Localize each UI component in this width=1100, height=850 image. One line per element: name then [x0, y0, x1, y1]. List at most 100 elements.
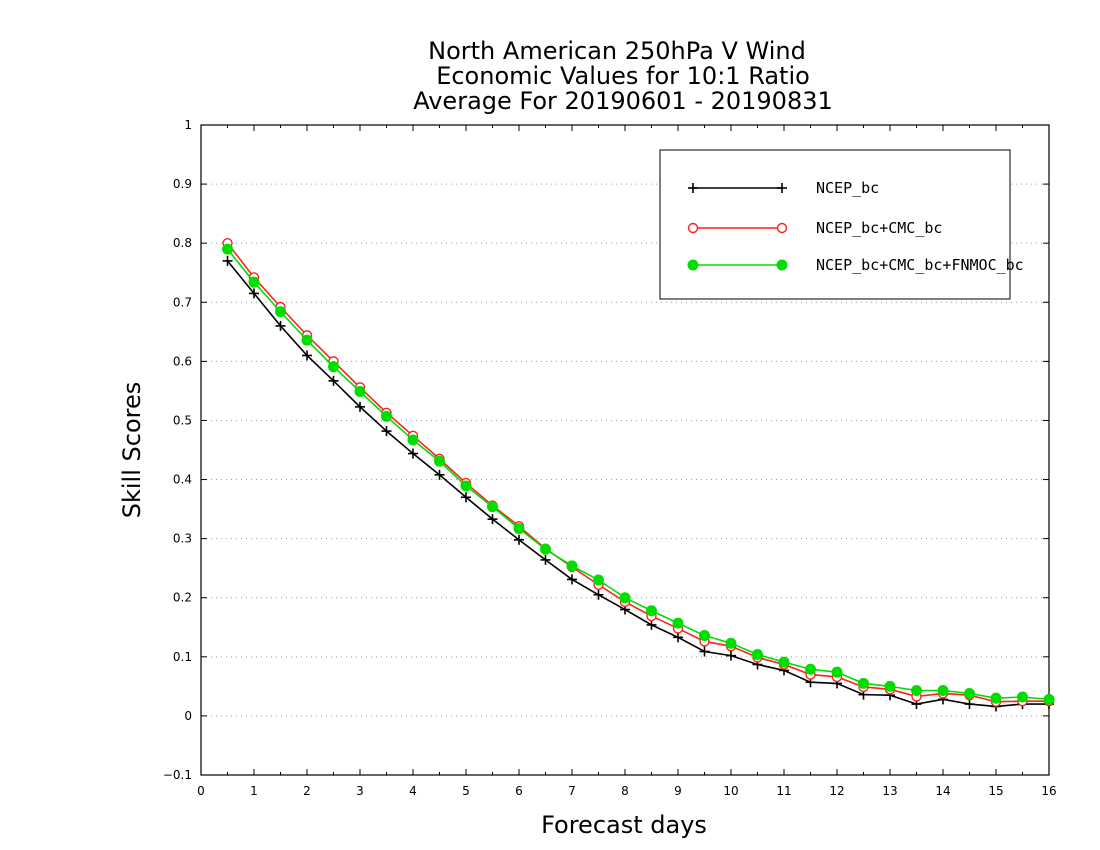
y-tick-label: 0.3: [173, 532, 192, 546]
data-point: [831, 666, 843, 678]
data-point: [328, 361, 339, 373]
data-point: [725, 637, 737, 649]
data-point: [911, 685, 922, 696]
legend-marker: [776, 222, 788, 234]
data-point: [964, 699, 975, 710]
legend-label: NCEP_bc+CMC_bc+FNMOC_bc: [816, 256, 1024, 274]
data-point: [275, 320, 286, 331]
data-point: [990, 692, 1002, 704]
data-point: [328, 375, 339, 386]
data-point: [487, 501, 498, 513]
y-tick-label: 0.2: [173, 591, 192, 605]
x-tick-label: 6: [515, 784, 523, 798]
data-point: [460, 480, 472, 492]
legend-item: NCEP_bc+CMC_bc: [687, 219, 942, 237]
data-point: [726, 650, 736, 661]
data-point: [699, 630, 710, 642]
data-point: [514, 534, 524, 545]
data-point: [248, 276, 260, 288]
x-tick-label: 3: [356, 784, 364, 798]
data-point: [593, 574, 604, 586]
data-point: [354, 386, 366, 397]
data-point: [487, 514, 498, 525]
data-point: [381, 410, 392, 422]
legend-marker: [687, 222, 699, 234]
y-tick-label: 0.9: [173, 177, 192, 191]
data-point: [964, 687, 975, 699]
data-point: [937, 685, 949, 696]
data-point: [302, 350, 312, 361]
y-tick-label: 0.1: [173, 650, 192, 664]
y-tick-label: 1: [184, 118, 192, 132]
y-tick-label: 0.5: [173, 413, 192, 427]
data-point: [672, 617, 684, 629]
data-point: [222, 255, 233, 266]
data-point: [355, 401, 365, 412]
data-point: [805, 663, 816, 675]
data-point: [567, 574, 577, 585]
data-point: [778, 656, 790, 668]
x-tick-label: 16: [1041, 784, 1056, 798]
legend-box: [659, 149, 1011, 300]
x-tick-label: 11: [776, 784, 791, 798]
data-point: [249, 288, 259, 299]
y-tick-label: 0: [184, 709, 192, 723]
data-point: [275, 306, 286, 318]
data-point: [646, 619, 657, 630]
axis-ticks: 0 1 2 3 4 5 6 7 8 9 10 11 12 13 14 15 16−0.100.10.20.30.…: [163, 118, 1057, 798]
data-point: [1017, 691, 1028, 703]
data-point: [646, 605, 657, 617]
x-tick-label: 8: [621, 784, 629, 798]
y-tick-label: 0.6: [173, 354, 192, 368]
x-tick-label: 2: [303, 784, 311, 798]
data-point: [222, 243, 233, 255]
legend: NCEP_bc NCEP_bc+CMC_bc NCEP_bc+CMC_bc+FNMO…: [659, 149, 1024, 300]
series-line: [226, 260, 1049, 708]
x-tick-label: 5: [462, 784, 470, 798]
data-point: [461, 492, 471, 503]
data-point: [1043, 693, 1055, 705]
x-tick-label: 1: [250, 784, 258, 798]
x-tick-label: 12: [829, 784, 844, 798]
data-point: [407, 434, 419, 446]
y-axis-title: Skill Scores: [118, 382, 146, 519]
data-point: [434, 455, 445, 467]
x-axis-title: Forecast days: [541, 811, 707, 839]
legend-marker: [776, 259, 788, 271]
data-point: [858, 677, 869, 689]
data-point: [619, 592, 631, 604]
data-point: [381, 426, 392, 437]
chart-title-line-1: North American 250hPa V Wind: [428, 37, 806, 65]
data-point: [540, 543, 551, 555]
y-tick-label: −0.1: [163, 768, 192, 782]
x-tick-label: 7: [568, 784, 576, 798]
data-point: [593, 589, 604, 600]
series-3: [222, 243, 1055, 705]
legend-marker: [687, 259, 699, 271]
data-point: [301, 334, 313, 346]
data-point: [566, 560, 578, 572]
x-tick-label: 10: [723, 784, 738, 798]
y-tick-label: 0.7: [173, 295, 192, 309]
data-point: [513, 523, 525, 535]
x-tick-label: 15: [988, 784, 1003, 798]
data-point: [673, 632, 683, 643]
data-point: [408, 448, 418, 459]
legend-items: NCEP_bc NCEP_bc+CMC_bc NCEP_bc+CMC_bc+FNMO…: [687, 179, 1024, 274]
legend-marker: [688, 183, 698, 193]
series-layer: [222, 237, 1055, 712]
y-tick-label: 0.8: [173, 236, 192, 250]
data-point: [699, 646, 710, 657]
legend-marker: [777, 183, 787, 193]
data-point: [752, 648, 763, 660]
x-tick-label: 9: [674, 784, 682, 798]
legend-label: NCEP_bc: [816, 179, 879, 197]
chart-title-line-2: Economic Values for 10:1 Ratio: [436, 62, 810, 90]
legend-label: NCEP_bc+CMC_bc: [816, 219, 942, 237]
x-tick-label: 13: [882, 784, 897, 798]
legend-item: NCEP_bc+CMC_bc+FNMOC_bc: [687, 256, 1024, 274]
y-tick-label: 0.4: [173, 473, 192, 487]
